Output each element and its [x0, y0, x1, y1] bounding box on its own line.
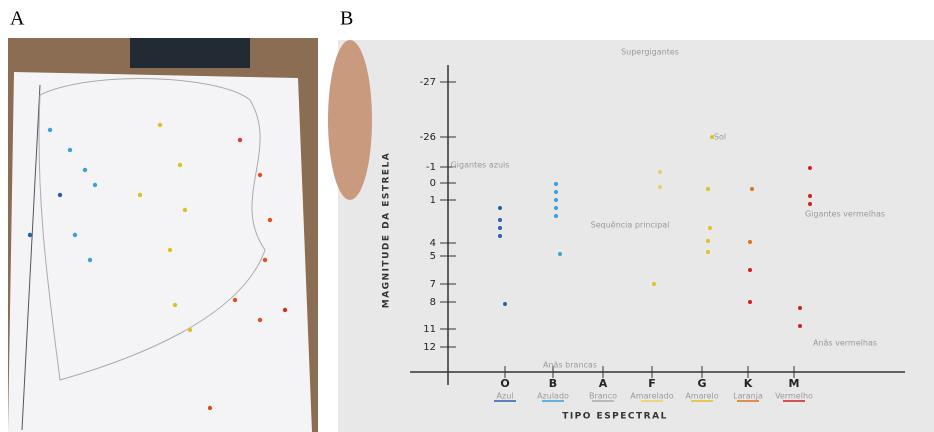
star-dot: [498, 226, 502, 230]
star-dot: [498, 218, 502, 222]
star-dot: [28, 233, 32, 237]
star-dot: [48, 128, 52, 132]
star-dot: [58, 193, 62, 197]
star-dot: [798, 306, 802, 310]
color-name: Amarelo: [685, 392, 718, 401]
y-tick-label: -27: [420, 77, 436, 88]
y-tick-label: -1: [426, 162, 436, 173]
annotation: Supergigantes: [621, 48, 679, 57]
color-name: Vermelho: [775, 392, 813, 401]
y-tick-label: 5: [430, 251, 436, 262]
star-dot: [652, 282, 656, 286]
star-dot: [238, 138, 242, 142]
spectral-class: O: [500, 377, 509, 390]
star-dot: [138, 193, 142, 197]
star-dot: [706, 250, 710, 254]
paper-b: [338, 40, 934, 432]
star-dot: [710, 135, 714, 139]
star-dot: [168, 248, 172, 252]
y-tick-label: 7: [430, 279, 436, 290]
color-name: Laranja: [733, 392, 763, 401]
star-dot: [283, 308, 287, 312]
star-dot: [68, 148, 72, 152]
star-dot: [554, 182, 558, 186]
star-dot: [158, 123, 162, 127]
annotation: Anãs brancas: [543, 361, 597, 370]
y-tick-label: 8: [430, 297, 436, 308]
hand: [328, 40, 372, 200]
star-dot: [178, 163, 182, 167]
star-dot: [554, 198, 558, 202]
star-dot: [268, 218, 272, 222]
spectral-class: B: [549, 377, 557, 390]
annotation: Gigantes azuis: [451, 161, 510, 170]
annotation: Sol: [714, 133, 726, 142]
color-name: Branco: [589, 392, 617, 401]
y-tick-label: 1: [430, 195, 436, 206]
star-dot: [258, 173, 262, 177]
star-dot: [750, 187, 754, 191]
star-dot: [554, 190, 558, 194]
star-dot: [798, 324, 802, 328]
spectral-class: K: [744, 377, 753, 390]
star-dot: [88, 258, 92, 262]
annotation: Sequência principal: [591, 220, 670, 230]
star-dot: [208, 406, 212, 410]
star-dot: [188, 328, 192, 332]
star-dot: [173, 303, 177, 307]
star-dot: [503, 302, 507, 306]
annotation: Anãs vermelhas: [813, 339, 877, 348]
color-name: Amarelado: [630, 392, 673, 401]
star-dot: [258, 318, 262, 322]
star-dot: [554, 214, 558, 218]
star-dot: [498, 234, 502, 238]
star-dot: [808, 166, 812, 170]
figure: A B MAGNITUDE DA ESTRELA TIPO ESPECTRAL …: [0, 0, 934, 432]
star-dot: [233, 298, 237, 302]
star-dot: [93, 183, 97, 187]
y-tick-label: 4: [430, 238, 436, 249]
star-dot: [558, 252, 562, 256]
star-dot: [708, 226, 712, 230]
y-axis-title: MAGNITUDE DA ESTRELA: [382, 152, 392, 309]
spectral-class: F: [648, 377, 656, 390]
color-name: Azul: [497, 392, 514, 401]
color-name: Azulado: [537, 392, 569, 401]
star-dot: [706, 187, 710, 191]
spectral-class: G: [697, 377, 706, 390]
star-dot: [748, 240, 752, 244]
star-dot: [263, 258, 267, 262]
x-axis-title: TIPO ESPECTRAL: [562, 412, 668, 422]
star-dot: [658, 170, 662, 174]
star-dot: [658, 185, 662, 189]
panel-label: B: [340, 8, 353, 30]
y-tick-label: 0: [430, 178, 436, 189]
laptop: [130, 38, 250, 68]
star-dot: [748, 300, 752, 304]
star-dot: [183, 208, 187, 212]
y-tick-label: 11: [423, 324, 436, 335]
annotation: Gigantes vermelhas: [805, 210, 885, 219]
spectral-class: A: [599, 377, 608, 390]
star-dot: [808, 194, 812, 198]
star-dot: [83, 168, 87, 172]
star-dot: [748, 268, 752, 272]
star-dot: [498, 206, 502, 210]
panel-label: A: [10, 8, 25, 30]
star-dot: [554, 206, 558, 210]
star-dot: [706, 239, 710, 243]
star-dot: [808, 202, 812, 206]
star-dot: [73, 233, 77, 237]
y-tick-label: -26: [420, 132, 436, 143]
spectral-class: M: [789, 377, 800, 390]
y-tick-label: 12: [423, 342, 436, 353]
